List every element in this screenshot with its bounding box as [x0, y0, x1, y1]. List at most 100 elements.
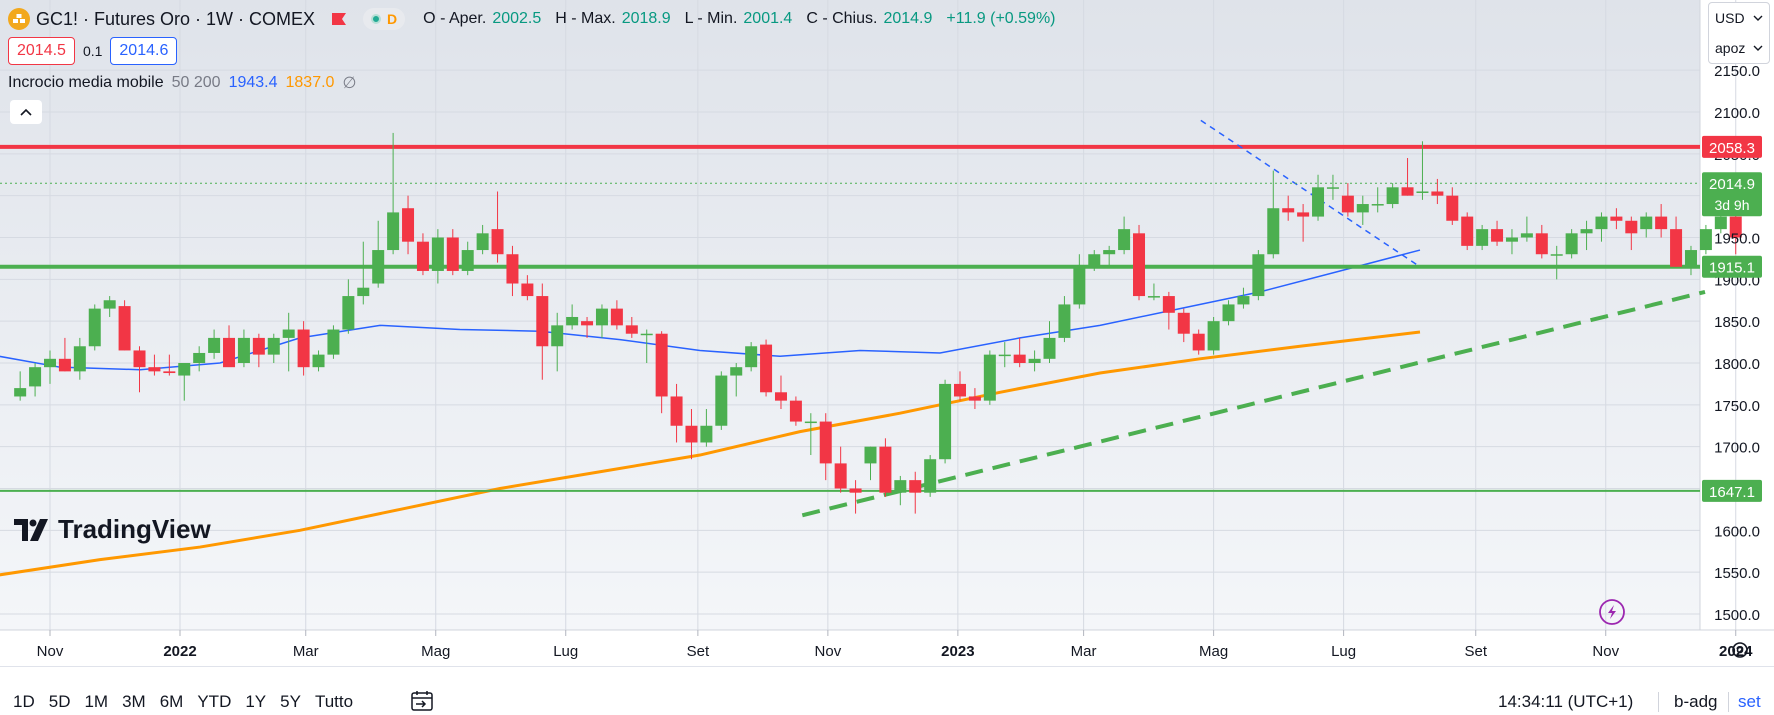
candle-body: [446, 237, 459, 271]
candle-body: [193, 352, 206, 363]
candle-body: [476, 233, 489, 251]
go-to-date-button[interactable]: [410, 690, 436, 714]
x-tick-label: Mar: [293, 643, 319, 660]
candle-body: [849, 488, 862, 493]
candle-body: [730, 367, 743, 376]
price-chart[interactable]: 1500.01550.01600.01650.01700.01750.01800…: [0, 0, 1774, 690]
ohlc-high-label: H - Max.: [555, 10, 616, 27]
x-tick-label: Mar: [1071, 643, 1097, 660]
candle-body: [536, 296, 549, 347]
market-status-pill[interactable]: D: [363, 8, 406, 30]
candle-body: [1192, 333, 1205, 351]
y-tick-label: 1800.0: [1714, 356, 1760, 373]
candle-body: [551, 325, 564, 347]
y-axis[interactable]: 1500.01550.01600.01650.01700.01750.01800…: [1714, 63, 1760, 624]
timeframe-6m-button[interactable]: 6M: [159, 692, 184, 711]
trendlines[interactable]: [801, 119, 1706, 518]
candle-body: [252, 337, 265, 355]
candle-body: [1013, 354, 1026, 363]
candle-body: [1297, 212, 1310, 217]
candle-body: [804, 421, 817, 424]
x-tick-label: Mag: [421, 643, 450, 660]
candle-body: [461, 250, 474, 271]
scale-mode-select[interactable]: apoz: [1709, 33, 1769, 63]
ask-price-button[interactable]: 2014.6: [110, 37, 178, 65]
candle-body: [1356, 204, 1369, 213]
candle-body: [1222, 304, 1235, 322]
timeframe-5y-button[interactable]: 5Y: [280, 692, 301, 711]
candle-body: [1505, 237, 1518, 242]
candle-body: [491, 229, 504, 255]
horizontal-levels[interactable]: [0, 144, 1700, 492]
ohlc-low-label: L - Min.: [684, 10, 738, 27]
timeframe-1m-button[interactable]: 1M: [84, 692, 109, 711]
candle-body: [1461, 216, 1474, 246]
timeframe-ytd-button[interactable]: YTD: [197, 692, 232, 711]
delayed-badge: D: [387, 11, 398, 27]
candle-body: [1282, 208, 1295, 213]
x-tick-label: Lug: [1331, 643, 1356, 660]
candle-body: [1312, 187, 1325, 217]
indicator-ma-fast-value: 1943.4: [228, 74, 278, 91]
candle-body: [1371, 204, 1384, 206]
flag-icon[interactable]: [331, 12, 347, 26]
candle-body: [1103, 250, 1116, 255]
x-tick-label: 2024: [1719, 643, 1753, 660]
candle-body: [402, 208, 415, 242]
y-tick-label: 1600.0: [1714, 523, 1760, 540]
divider: [1658, 692, 1659, 712]
lightning-bolt: [1608, 605, 1616, 619]
candle-body: [312, 354, 325, 368]
timeframe-buttons: 1D 5D 1M 3M 6M YTD 1Y 5Y Tutto: [8, 690, 358, 714]
indicator-name[interactable]: Incrocio media mobile: [8, 74, 164, 91]
ohlc-change: +11.9 (+0.59%): [946, 10, 1056, 27]
timeframe-1y-button[interactable]: 1Y: [245, 692, 267, 711]
bid-price-button[interactable]: 2014.5: [8, 37, 75, 65]
candle-body: [416, 241, 429, 271]
candle-body: [1028, 358, 1041, 363]
indicator-legend[interactable]: Incrocio media mobile 50 200 1943.4 1837…: [8, 72, 356, 94]
y-tick-label: 1750.0: [1714, 398, 1760, 415]
ma50-series: [0, 249, 1421, 371]
gear-icon[interactable]: [1732, 642, 1748, 658]
countdown-label: 3d 9h: [1714, 197, 1749, 213]
candle-body: [864, 446, 877, 464]
candle-body: [1386, 187, 1399, 205]
candle-body: [58, 358, 71, 372]
price-tag-bg: [1702, 135, 1762, 158]
candle-body: [1640, 216, 1653, 230]
timeframe-3m-button[interactable]: 3M: [122, 692, 146, 711]
chart-area[interactable]: [0, 0, 1700, 630]
chevron-down-icon: [1753, 15, 1763, 21]
candle-body: [1162, 296, 1175, 313]
candle-body: [431, 237, 444, 271]
candle-body: [1147, 296, 1160, 298]
candle-body: [968, 396, 981, 401]
timeframe-1d-button[interactable]: 1D: [13, 692, 35, 711]
adjustment-mode-button[interactable]: b-adg: [1674, 692, 1718, 711]
candle-body: [1535, 233, 1548, 255]
candle-body: [1520, 233, 1533, 238]
timeframe-5d-button[interactable]: 5D: [48, 692, 71, 711]
candle-body: [1729, 216, 1742, 238]
currency-select[interactable]: USD: [1709, 3, 1769, 33]
scale-controls[interactable]: USD apoz: [1708, 2, 1770, 64]
lightning-ring: [1599, 599, 1625, 625]
settings-button[interactable]: set: [1738, 692, 1761, 711]
candle-body: [745, 346, 758, 368]
candle-body: [983, 354, 996, 401]
candle-body: [163, 371, 176, 374]
quote-legend: 2014.5 0.1 2014.6: [8, 36, 178, 66]
collapse-legend-button[interactable]: [10, 100, 42, 124]
symbol-title[interactable]: GC1! · Futures Oro · 1W · COMEX: [36, 8, 316, 29]
price-tag-bg: [1702, 255, 1762, 278]
x-axis[interactable]: Nov 2022 Mar Mag Lug Set Nov 2023 Mar Mag Lug Set No…: [37, 630, 1753, 660]
ohlc-open-value: 2002.5: [492, 10, 542, 27]
candle-body: [1670, 229, 1683, 267]
y-tick-label: 1550.0: [1714, 565, 1760, 582]
clock[interactable]: 14:34:11 (UTC+1): [1498, 692, 1634, 711]
timeframe-all-button[interactable]: Tutto: [314, 692, 354, 711]
candle-body: [1714, 216, 1727, 230]
candle-body: [924, 459, 937, 493]
candle-body: [715, 375, 728, 426]
